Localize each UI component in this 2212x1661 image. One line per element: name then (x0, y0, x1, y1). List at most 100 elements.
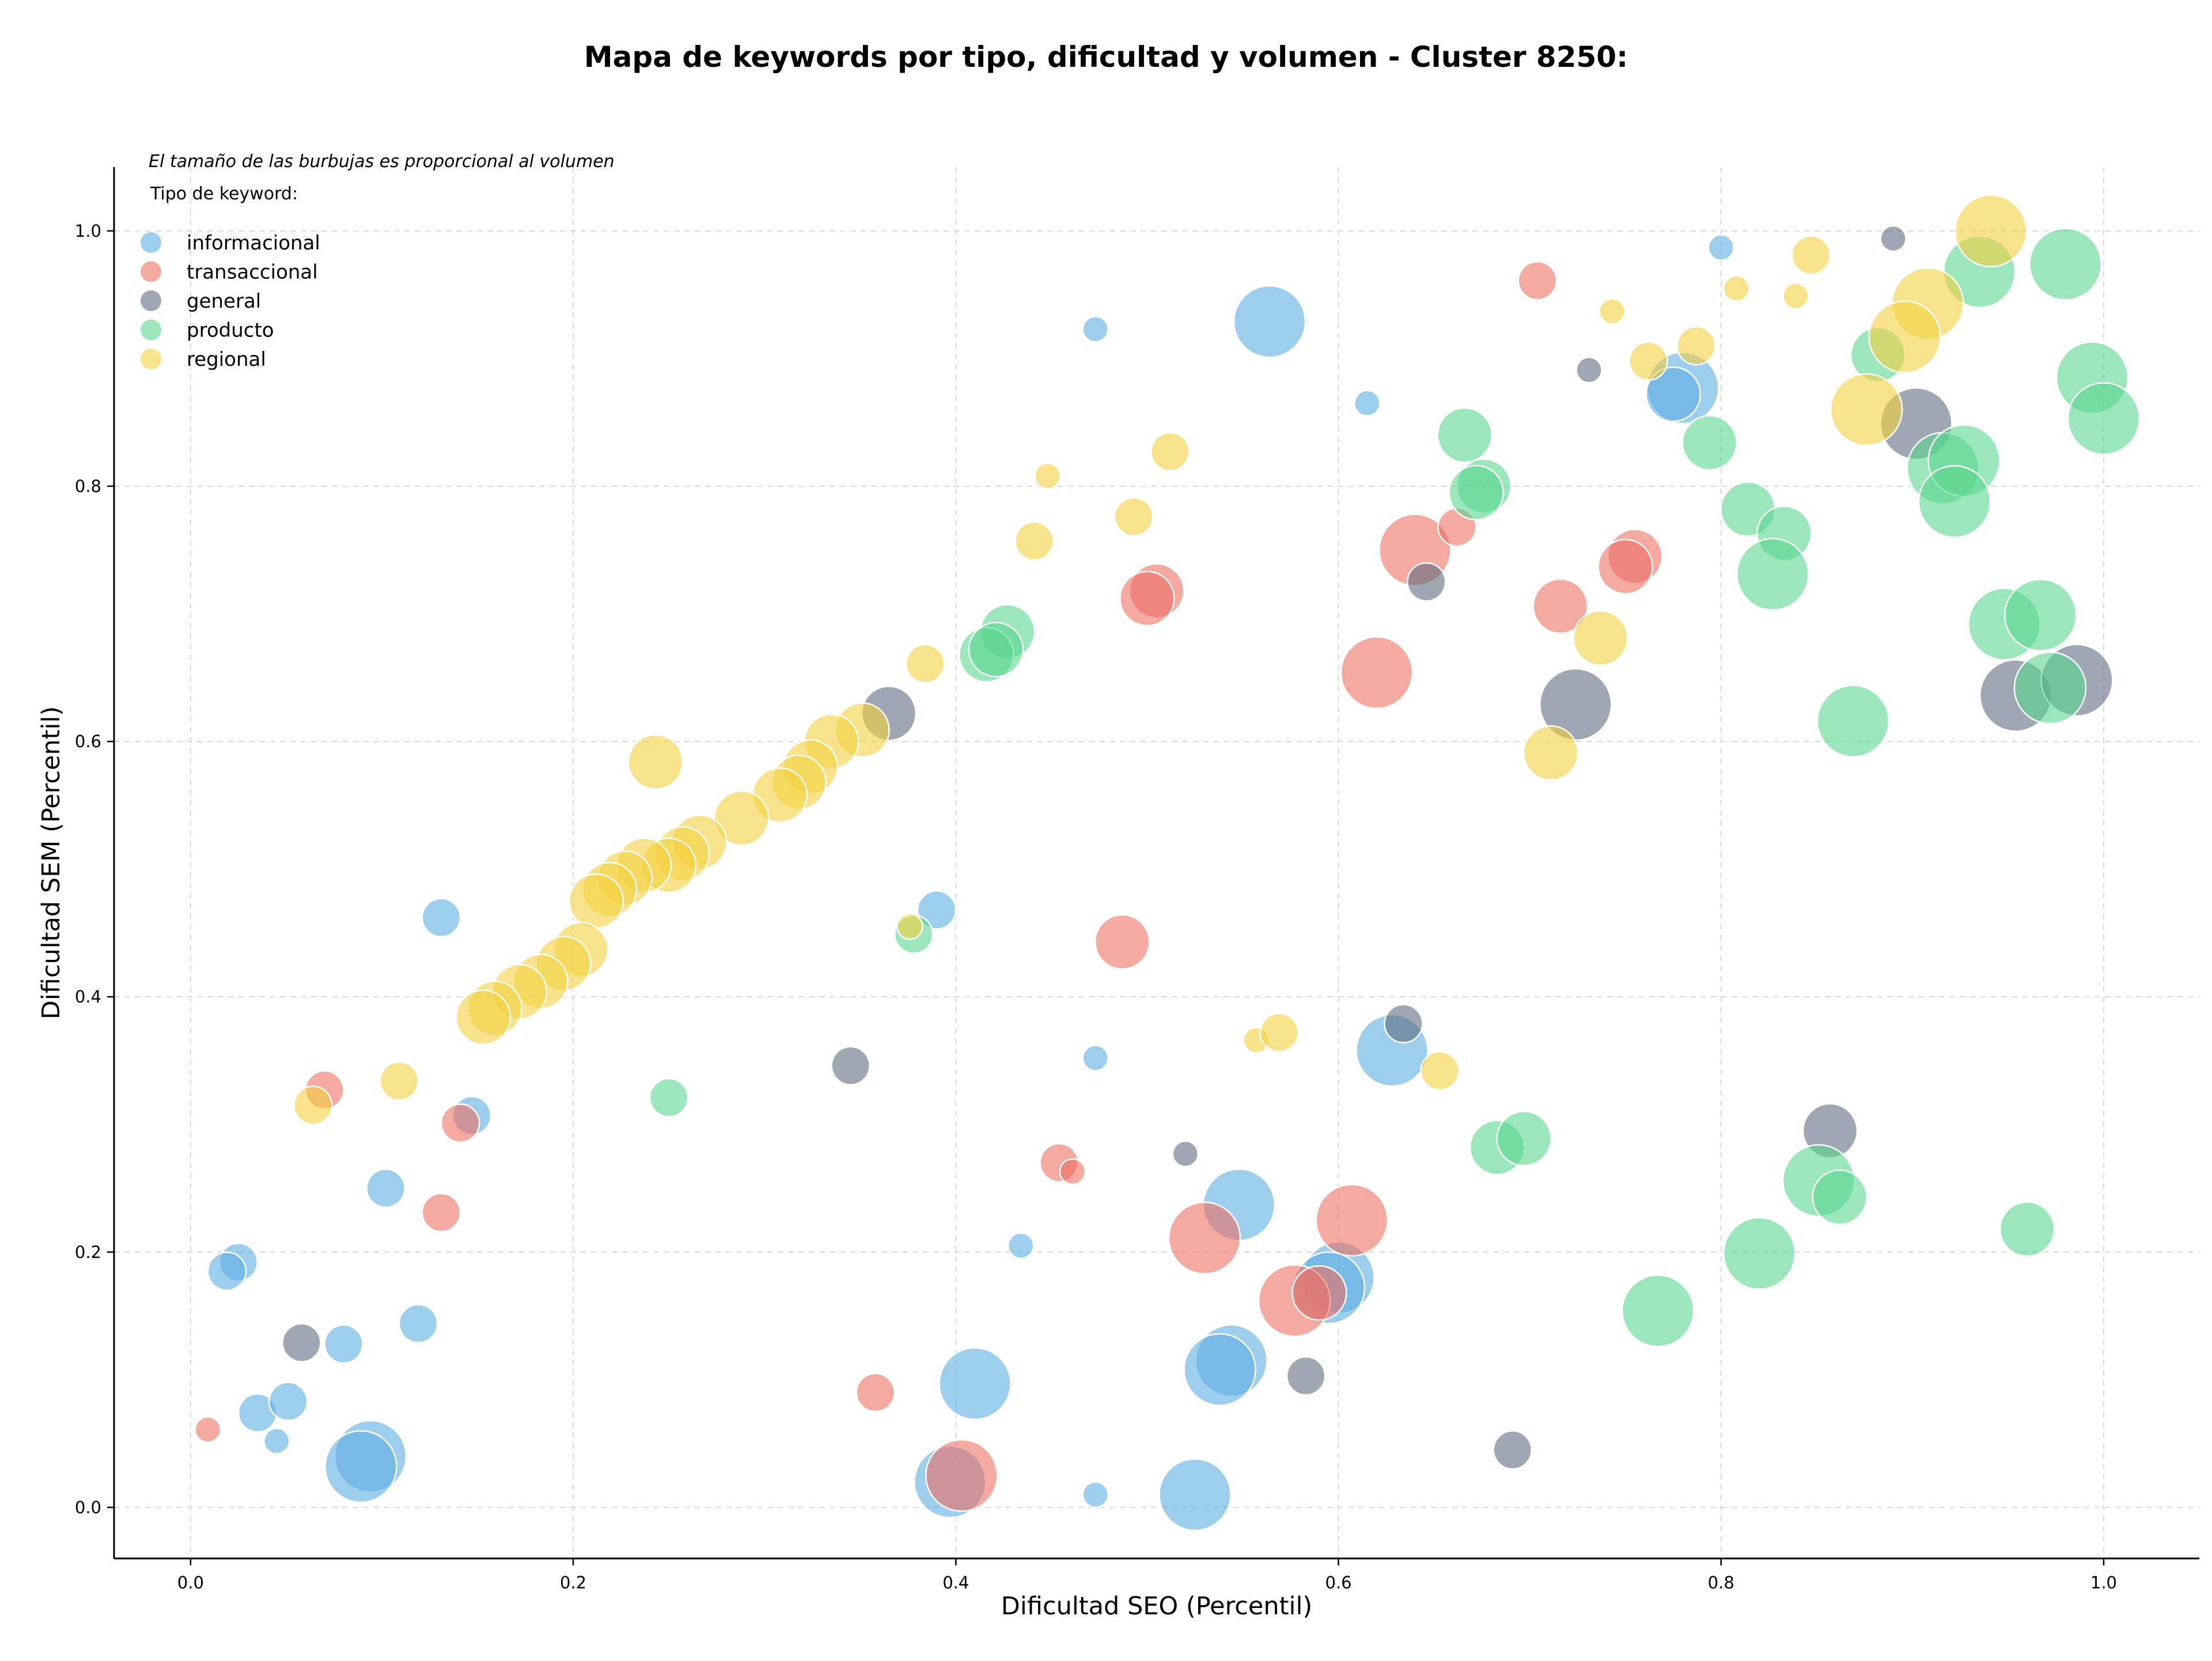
legend-title: Tipo de keyword: (150, 184, 298, 204)
bubble-transaccional (1315, 1183, 1389, 1257)
bubble-transaccional (1291, 1265, 1347, 1321)
bubble-informacional (366, 1168, 406, 1208)
bubble-producto (1681, 415, 1738, 471)
chart-title: Mapa de keywords por tipo, dificultad y … (584, 40, 1628, 74)
bubble-transaccional (925, 1439, 998, 1512)
y-tick-label: 0.0 (75, 1497, 101, 1517)
bubble-general (282, 1323, 321, 1363)
bubble-transaccional (194, 1416, 221, 1443)
bubble-producto (1736, 538, 1809, 611)
bubble-regional (1522, 725, 1579, 781)
bubble-regional (1791, 235, 1831, 275)
bubble-general (1575, 357, 1603, 384)
bubbles (194, 194, 2141, 1531)
bubble-informacional (1007, 1232, 1035, 1259)
y-tick-label: 0.2 (75, 1242, 101, 1262)
bubble-informacional (1233, 285, 1306, 358)
bubble-regional (1868, 300, 1941, 373)
bubble-size-note: El tamaño de las burbujas es proporciona… (149, 152, 615, 172)
bubble-producto (1437, 407, 1493, 463)
bubble-regional (568, 873, 624, 929)
bubble-informacional (1082, 1481, 1109, 1508)
bubble-regional (1954, 194, 2028, 268)
bubble-producto (1621, 1274, 1695, 1348)
legend-marker-general (141, 290, 161, 311)
legend-label-regional: regional (187, 348, 266, 371)
bubble-transaccional (1094, 914, 1150, 970)
grid (114, 167, 2199, 1558)
legend-marker-transaccional (141, 261, 161, 282)
bubble-regional (1599, 298, 1626, 325)
y-axis-label: Dificultad SEM (Percentil) (37, 706, 66, 1020)
bubble-general (831, 1046, 870, 1086)
bubble-informacional (1354, 389, 1381, 417)
bubble-informacional (1183, 1333, 1256, 1406)
bubble-regional (1034, 462, 1061, 490)
bubble-regional (379, 1061, 419, 1101)
ticks: 0.0 0.2 0.4 0.6 0.8 1.0 0.0 0.2 0.4 0.6 0.8 1.0 (75, 221, 2117, 1592)
bubble-general (1172, 1140, 1199, 1167)
x-tick-label: 1.0 (2090, 1573, 2117, 1592)
bubble-informacional (1645, 366, 1701, 422)
bubble-informacional (207, 1251, 247, 1291)
bubble-regional (1628, 341, 1668, 381)
bubble-producto (968, 622, 1024, 678)
bubble-transaccional (1119, 570, 1175, 627)
bubble-producto (2067, 382, 2141, 455)
bubble-transaccional (421, 1193, 461, 1232)
legend-marker-informacional (141, 232, 161, 253)
y-tick-label: 0.4 (75, 987, 101, 1007)
bubble-informacional (916, 890, 957, 930)
bubble-informacional (421, 898, 461, 938)
bubble-general (1539, 668, 1612, 741)
bubble-transaccional (1597, 539, 1653, 595)
legend-label-general: general (187, 290, 261, 313)
bubble-informacional (268, 1382, 308, 1421)
bubble-transaccional (1168, 1201, 1241, 1275)
x-tick-label: 0.8 (1708, 1573, 1734, 1592)
bubble-informacional (1158, 1458, 1232, 1531)
y-tick-label: 0.6 (75, 732, 101, 751)
bubble-general (1493, 1430, 1532, 1470)
bubble-producto (1722, 1217, 1796, 1290)
bubble-informacional (938, 1347, 1012, 1420)
bubble-producto (1496, 1110, 1552, 1167)
bubble-regional (627, 734, 684, 790)
x-tick-label: 0.2 (560, 1573, 586, 1592)
bubble-regional (1676, 326, 1716, 366)
bubble-general (1384, 1004, 1423, 1043)
legend-label-producto: producto (187, 319, 274, 342)
bubble-producto (1999, 1201, 2055, 1257)
bubble-regional (905, 644, 945, 684)
bubble-regional (1420, 1051, 1460, 1091)
y-tick-label: 0.8 (75, 476, 101, 496)
bubble-producto (1448, 464, 1504, 521)
bubble-regional (896, 913, 923, 940)
bubble-regional (1014, 521, 1054, 561)
bubble-informacional (324, 1430, 397, 1503)
bubble-transaccional (855, 1372, 896, 1413)
bubble-regional (1150, 432, 1190, 472)
bubble-transaccional (1059, 1158, 1086, 1185)
bubble-regional (455, 989, 512, 1045)
bubble-regional (1830, 373, 1903, 447)
x-tick-label: 0.4 (942, 1573, 969, 1592)
bubble-regional (714, 790, 770, 846)
bubble-regional (1573, 610, 1628, 666)
bubble-producto (1816, 684, 1890, 758)
bubble-producto (1918, 465, 1991, 538)
bubble-regional (293, 1085, 333, 1125)
bubble-transaccional (1340, 636, 1414, 709)
bubble-regional (1723, 275, 1750, 302)
y-tick-label: 1.0 (75, 221, 101, 241)
bubble-producto (2013, 651, 2087, 725)
bubble-transaccional (1517, 260, 1558, 301)
axes (113, 167, 2199, 1560)
bubble-general (1407, 562, 1446, 602)
x-tick-label: 0.6 (1325, 1573, 1351, 1592)
bubble-informacional (1082, 1045, 1109, 1072)
x-axis-label: Dificultad SEO (Percentil) (1001, 1592, 1312, 1621)
bubble-transaccional (1532, 578, 1589, 634)
legend: Tipo de keyword: informacional transaccio… (141, 184, 320, 371)
